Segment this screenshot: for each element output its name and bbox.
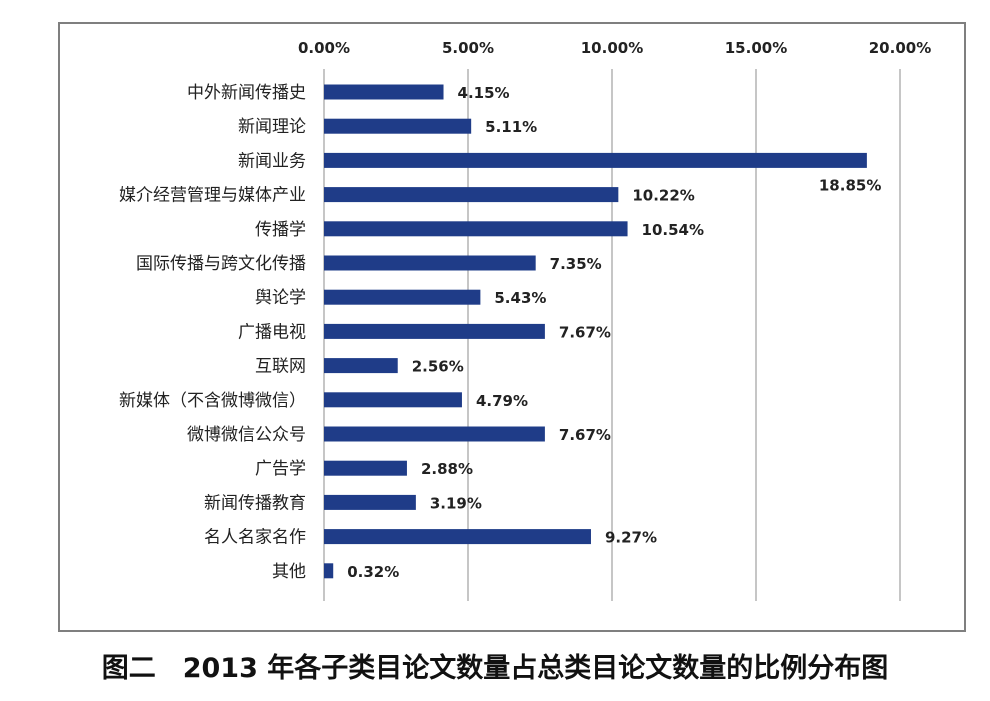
bar: [324, 358, 398, 374]
bar: [324, 392, 462, 408]
category-label: 广播电视: [238, 322, 306, 342]
bar: [324, 426, 545, 442]
value-label: 10.54%: [642, 221, 704, 239]
bar: [324, 255, 536, 271]
value-label: 7.67%: [559, 426, 611, 444]
category-label: 新闻业务: [238, 151, 306, 171]
x-tick-label: 5.00%: [442, 39, 494, 57]
category-label: 微博微信公众号: [187, 425, 306, 445]
bar: [324, 529, 591, 545]
bar: [324, 118, 472, 134]
value-label: 9.27%: [605, 529, 657, 547]
chart-frame: 0.00% 5.00% 10.00% 15.00% 20.00% 中外新闻传播史 4.15%…: [58, 22, 966, 632]
category-label: 中外新闻传播史: [187, 83, 306, 103]
category-label: 新媒体（不含微博微信）: [119, 391, 306, 411]
category-label: 广告学: [255, 459, 306, 479]
value-label: 2.56%: [412, 358, 464, 376]
value-label: 10.22%: [632, 187, 694, 205]
x-tick-label: 15.00%: [725, 39, 787, 57]
value-label: 4.15%: [458, 84, 510, 102]
category-label: 名人名家名作: [204, 528, 306, 548]
bar-chart: 0.00% 5.00% 10.00% 15.00% 20.00% 中外新闻传播史 4.15%…: [119, 39, 931, 601]
category-label: 传播学: [255, 220, 306, 240]
value-label: 4.79%: [476, 392, 528, 410]
value-label: 5.43%: [494, 289, 546, 307]
category-label: 媒介经营管理与媒体产业: [119, 186, 306, 206]
x-tick-label: 20.00%: [869, 39, 931, 57]
value-label: 7.35%: [550, 255, 602, 273]
bar: [324, 460, 407, 476]
bar: [324, 563, 334, 579]
category-label: 其他: [272, 562, 306, 582]
figure-caption: 图二 2013 年各子类目论文数量占总类目论文数量的比例分布图: [101, 653, 889, 684]
category-label: 新闻理论: [238, 117, 306, 137]
x-tick-label: 0.00%: [298, 39, 350, 57]
bar: [324, 289, 481, 305]
category-label: 互联网: [255, 357, 306, 377]
value-label: 2.88%: [421, 460, 473, 478]
bar: [324, 187, 619, 203]
value-label: 7.67%: [559, 323, 611, 341]
bar: [324, 221, 628, 237]
bar: [324, 494, 416, 510]
category-label: 舆论学: [255, 288, 306, 308]
category-label: 新闻传播教育: [204, 493, 306, 513]
x-tick-label: 10.00%: [581, 39, 643, 57]
bar: [324, 84, 444, 100]
value-label: 18.85%: [819, 176, 881, 194]
category-label: 国际传播与跨文化传播: [136, 254, 306, 274]
bar: [324, 323, 545, 339]
value-label: 3.19%: [430, 494, 482, 512]
bar: [324, 152, 867, 168]
value-label: 0.32%: [347, 563, 399, 581]
value-label: 5.11%: [485, 118, 537, 136]
